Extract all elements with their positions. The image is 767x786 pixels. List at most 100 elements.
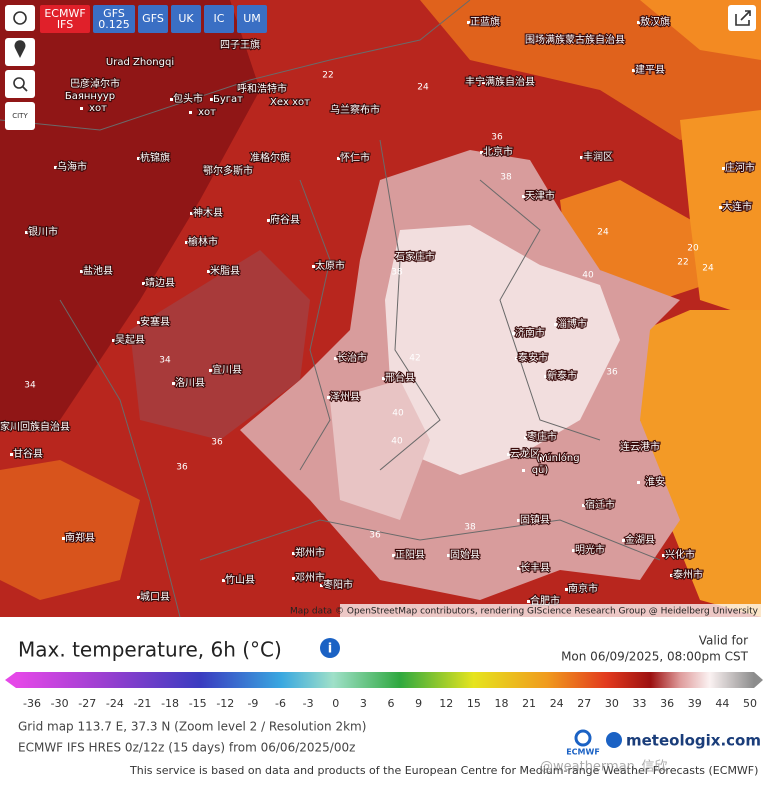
contour-label: 22 [322,71,333,81]
refresh-icon [13,11,27,25]
temperature-area [0,0,260,430]
info-button[interactable] [320,638,340,658]
place-marker [392,554,395,557]
attribution: Map data © OpenStreetMap contributors, r… [290,607,759,617]
borders [0,0,661,618]
place-marker [320,584,323,587]
model-label: 0.125 [98,18,130,31]
ecmwf-logo [574,729,592,747]
city-button[interactable] [5,102,35,130]
place-label: 正阳县 [395,549,425,561]
place-label: 宜川县 [212,363,242,376]
place-label: 巴彦淖尔市 [70,77,120,90]
valid-time: Mon 06/09/2025, 08:00pm CST [561,650,749,664]
place-label: 南京市 [568,582,598,595]
model-button[interactable] [93,5,135,33]
place-label: Баяннуур [65,91,115,102]
contour-label: 20 [687,244,699,254]
model-info: ECMWF IFS HRES 0z/12z (15 days) from 06/… [18,741,355,755]
colorbar-tick-label: -30 [51,697,69,710]
watermark: @weatherman_信欣 [540,760,667,775]
place-marker [622,446,625,449]
place-marker [170,98,173,101]
place-marker [222,44,225,47]
colorbar-tick-label: 12 [439,697,453,710]
place-marker [137,596,140,599]
place-marker [72,95,75,98]
contour-label: 38 [500,173,512,183]
contour-label: 36 [369,531,381,541]
colorbar-tick-label: -15 [189,697,207,710]
model-button[interactable] [171,5,201,33]
place-marker [312,265,315,268]
colorbar-tick-label: 6 [388,697,395,710]
place-marker [62,537,65,540]
place-marker [112,339,115,342]
border [379,139,441,471]
place-label: 明光市 [575,543,605,556]
place-marker [480,151,483,154]
contour-label: 36 [211,438,223,448]
place-marker [80,270,83,273]
place-marker [572,549,575,552]
contour-label: 36 [491,133,503,143]
zoom-icon [13,77,25,89]
model-label: IC [214,12,225,25]
colorbar-tick-label: 21 [522,697,536,710]
place-marker [522,469,525,472]
place-label: 四子王旗 [220,38,260,51]
place-label: 枣阳市 [323,578,353,591]
contour-label: 36 [176,463,188,473]
place-label: 城口县 [140,591,170,603]
place-marker [207,270,210,273]
place-marker [190,212,193,215]
place-marker [670,574,673,577]
place-marker [622,539,625,542]
contour-label: 24 [702,264,714,274]
place-label: 庄河市 [725,161,755,174]
colorbar-tick-label: 50 [743,697,757,710]
attribution-bg [340,604,761,617]
place-label: 天津市 [525,189,555,202]
colorbar-tick-label: -36 [23,697,41,710]
place-marker [189,111,192,114]
place-label: 淄博市 [557,317,587,330]
place-marker [544,375,547,378]
place-marker [210,98,213,101]
model-button[interactable] [40,5,90,33]
place-marker [334,357,337,360]
city-label: CITY [12,112,28,120]
model-button[interactable] [237,5,267,33]
place-label: 甘谷县 [13,447,43,460]
place-label: 怀仁市 [340,151,370,164]
refresh-button[interactable] [5,5,35,31]
place-label: 榆林市 [188,235,218,248]
border [0,0,471,131]
colorbar-arrow [5,672,16,688]
colorbar-tick-label: -24 [106,697,124,710]
place-marker [172,382,175,385]
colorbar-tick-label: 3 [360,697,367,710]
model-button[interactable] [138,5,168,33]
brand: meteologix.com [626,732,761,750]
sea-area [680,110,761,320]
place-label: хот [198,107,216,118]
place-marker [267,219,270,222]
place-marker [554,323,557,326]
zoom-button[interactable] [5,70,35,98]
border [479,179,601,441]
place-label: 杭锦旗 [140,151,170,164]
model-label: GFS [103,7,125,20]
sea-area [620,310,761,617]
place-label: Urad Zhongqi [106,57,174,68]
model-label: GFS [142,12,164,25]
model-button[interactable] [204,5,234,33]
place-marker [252,157,255,160]
place-label: (Yúnlóng [536,452,579,464]
contour-label: 34 [24,381,36,391]
contour-label: 34 [159,356,171,366]
place-label: qū) [532,465,549,476]
